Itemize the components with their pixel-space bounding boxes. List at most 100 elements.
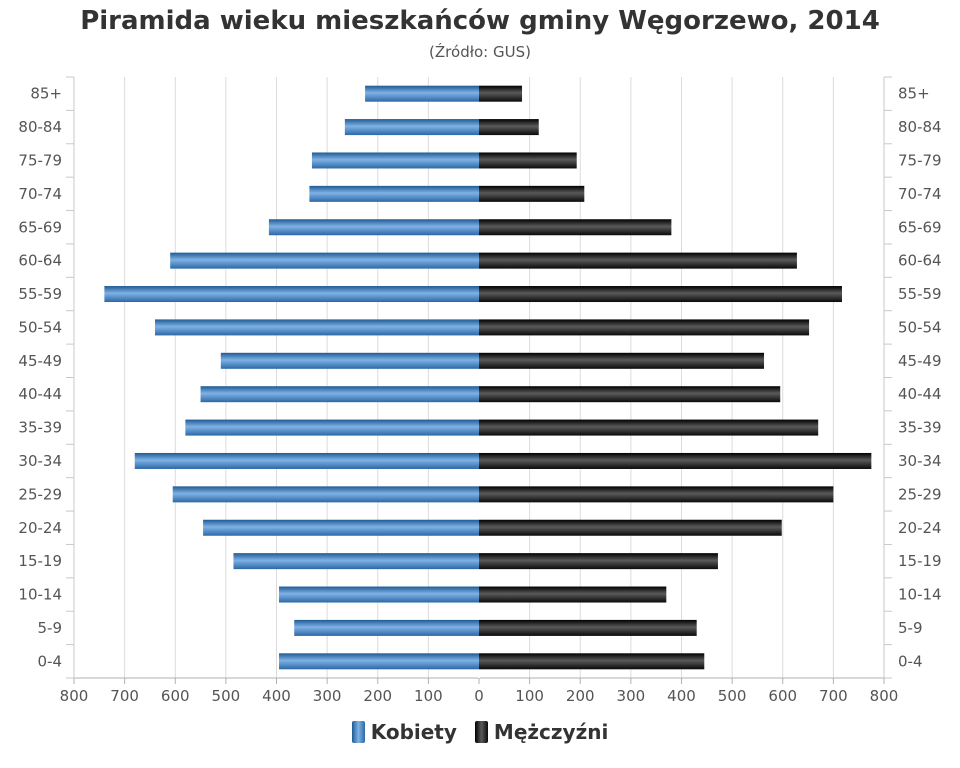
- tick-labels: 800 700 600 500 400 300 200 100 0 100 200 300 400 500…: [18, 85, 941, 705]
- bar-kobiety: [344, 119, 479, 136]
- x-tick-label: 300: [617, 687, 646, 705]
- y-label-right: 80-84: [898, 118, 942, 136]
- chart-subtitle: (Źródło: GUS): [429, 43, 531, 61]
- y-label-left: 75-79: [18, 151, 62, 169]
- legend[interactable]: Kobiety Mężczyźni: [0, 720, 960, 744]
- y-label-right: 10-14: [898, 586, 942, 604]
- bar-mezczyzni: [479, 486, 834, 503]
- y-label-left: 15-19: [18, 552, 62, 570]
- bar-kobiety: [279, 586, 479, 603]
- bar-kobiety: [170, 252, 479, 269]
- y-label-left: 40-44: [18, 385, 62, 403]
- x-tick-label: 700: [819, 687, 848, 705]
- bar-kobiety: [172, 486, 479, 503]
- y-label-left: 55-59: [18, 285, 62, 303]
- y-label-right: 40-44: [898, 385, 942, 403]
- bar-kobiety: [233, 553, 479, 570]
- y-label-left: 35-39: [18, 419, 62, 437]
- bar-mezczyzni: [479, 319, 810, 336]
- legend-item-kobiety[interactable]: Kobiety: [351, 720, 457, 744]
- bar-mezczyzni: [479, 619, 697, 636]
- bar-kobiety: [294, 619, 479, 636]
- x-tick-label: 800: [60, 687, 89, 705]
- legend-swatch-kobiety: [351, 721, 365, 743]
- y-label-left: 70-74: [18, 185, 62, 203]
- y-label-right: 70-74: [898, 185, 942, 203]
- bar-kobiety: [134, 452, 479, 469]
- bar-kobiety: [268, 219, 479, 236]
- bar-kobiety: [279, 653, 479, 670]
- bar-mezczyzni: [479, 586, 667, 603]
- axes: [66, 76, 892, 684]
- bar-mezczyzni: [479, 386, 781, 403]
- y-label-left: 50-54: [18, 318, 62, 336]
- x-tick-label: 300: [313, 687, 342, 705]
- x-tick-label: 400: [667, 687, 696, 705]
- y-label-right: 55-59: [898, 285, 942, 303]
- x-tick-label: 100: [515, 687, 544, 705]
- legend-label-kobiety: Kobiety: [370, 720, 457, 744]
- bar-mezczyzni: [479, 85, 523, 102]
- bar-kobiety: [185, 419, 479, 436]
- bar-kobiety: [155, 319, 479, 336]
- bars: [104, 85, 872, 670]
- y-label-left: 60-64: [18, 252, 62, 270]
- bar-kobiety: [365, 85, 479, 102]
- bar-kobiety: [203, 519, 479, 536]
- bar-mezczyzni: [479, 219, 672, 236]
- y-label-right: 45-49: [898, 352, 942, 370]
- x-tick-label: 600: [768, 687, 797, 705]
- x-tick-label: 100: [414, 687, 443, 705]
- y-label-left: 10-14: [18, 586, 62, 604]
- x-tick-label: 400: [262, 687, 291, 705]
- legend-label-mezczyzni: Mężczyźni: [493, 720, 609, 744]
- y-label-left: 30-34: [18, 452, 62, 470]
- x-tick-label: 200: [566, 687, 595, 705]
- y-label-right: 85+: [898, 85, 930, 103]
- bar-mezczyzni: [479, 119, 539, 136]
- y-label-right: 25-29: [898, 485, 942, 503]
- bar-kobiety: [104, 286, 479, 303]
- bar-mezczyzni: [479, 452, 872, 469]
- y-label-right: 20-24: [898, 519, 942, 537]
- bar-mezczyzni: [479, 152, 577, 169]
- x-tick-label: 500: [212, 687, 241, 705]
- y-label-left: 85+: [30, 85, 62, 103]
- chart-title: Piramida wieku mieszkańców gminy Węgorze…: [80, 6, 880, 36]
- bar-kobiety: [311, 152, 479, 169]
- bar-kobiety: [220, 352, 479, 369]
- x-tick-label: 500: [718, 687, 747, 705]
- bar-mezczyzni: [479, 352, 765, 369]
- bar-mezczyzni: [479, 185, 585, 202]
- y-label-right: 60-64: [898, 252, 942, 270]
- bar-mezczyzni: [479, 252, 797, 269]
- y-label-left: 45-49: [18, 352, 62, 370]
- x-tick-label: 700: [110, 687, 139, 705]
- legend-item-mezczyzni[interactable]: Mężczyźni: [474, 720, 609, 744]
- x-tick-label: 200: [363, 687, 392, 705]
- y-label-right: 50-54: [898, 318, 942, 336]
- bar-mezczyzni: [479, 419, 819, 436]
- bar-mezczyzni: [479, 653, 705, 670]
- y-label-right: 35-39: [898, 419, 942, 437]
- legend-swatch-mezczyzni: [474, 721, 488, 743]
- y-label-right: 5-9: [898, 619, 923, 637]
- y-label-left: 25-29: [18, 485, 62, 503]
- bar-kobiety: [200, 386, 479, 403]
- y-label-left: 5-9: [38, 619, 63, 637]
- y-label-right: 65-69: [898, 218, 942, 236]
- bar-mezczyzni: [479, 519, 782, 536]
- y-label-right: 0-4: [898, 652, 923, 670]
- y-label-left: 80-84: [18, 118, 62, 136]
- x-tick-label: 600: [161, 687, 190, 705]
- y-label-right: 15-19: [898, 552, 942, 570]
- y-label-right: 30-34: [898, 452, 942, 470]
- bar-mezczyzni: [479, 286, 842, 303]
- y-label-left: 0-4: [38, 652, 63, 670]
- x-tick-label: 800: [870, 687, 899, 705]
- bar-kobiety: [309, 185, 479, 202]
- y-label-left: 65-69: [18, 218, 62, 236]
- y-label-left: 20-24: [18, 519, 62, 537]
- x-tick-label: 0: [474, 687, 484, 705]
